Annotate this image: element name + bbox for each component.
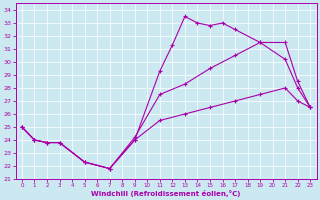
X-axis label: Windchill (Refroidissement éolien,°C): Windchill (Refroidissement éolien,°C) bbox=[92, 190, 241, 197]
